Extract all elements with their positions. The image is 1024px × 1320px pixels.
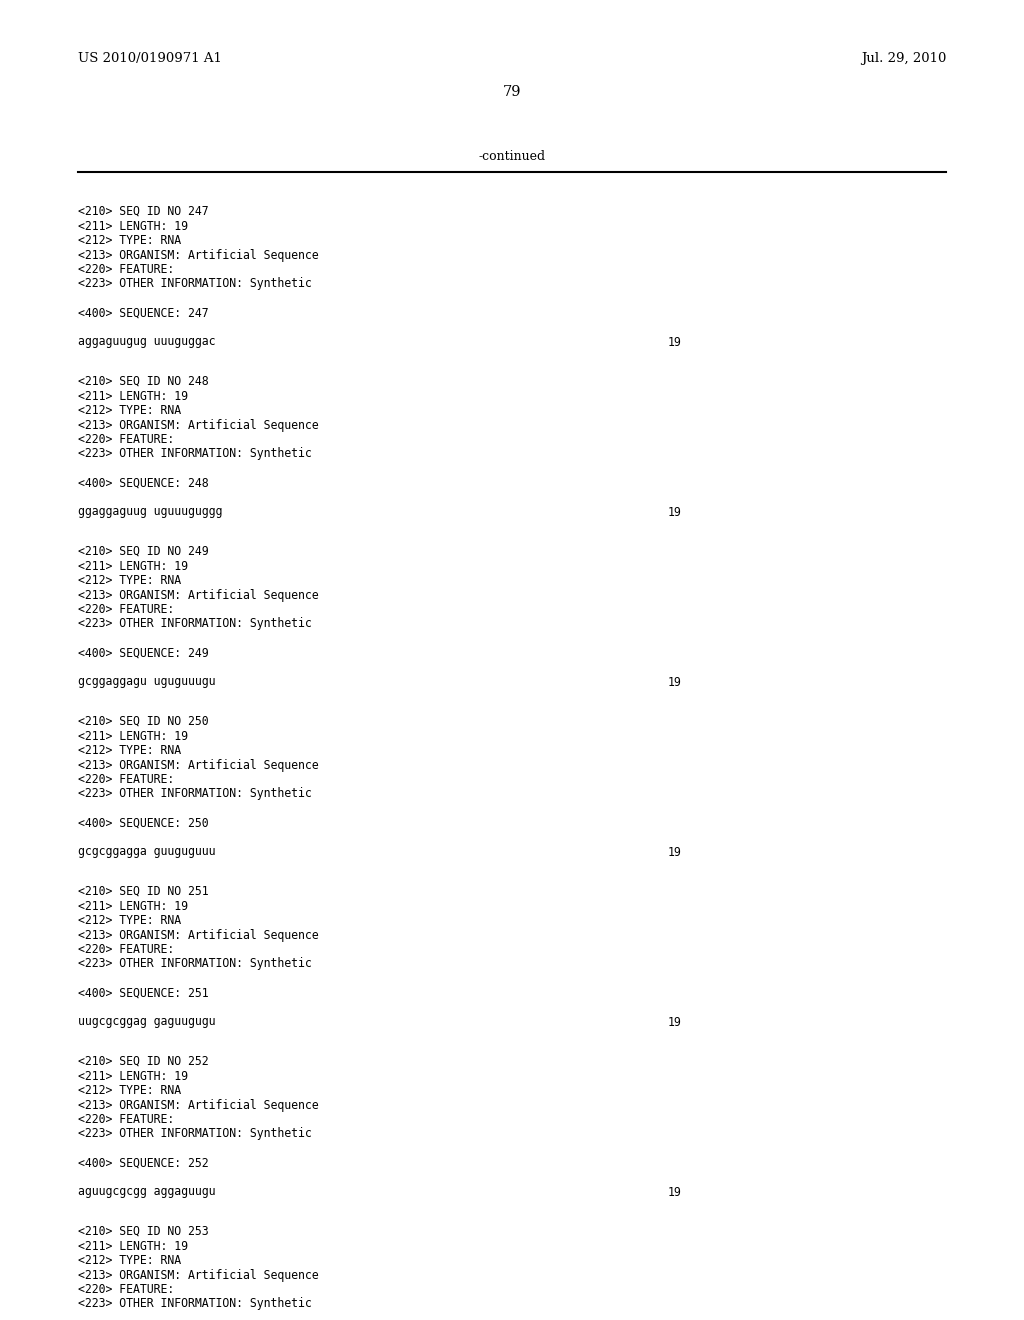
Text: <213> ORGANISM: Artificial Sequence: <213> ORGANISM: Artificial Sequence (78, 589, 318, 602)
Text: <211> LENGTH: 19: <211> LENGTH: 19 (78, 219, 188, 232)
Text: <400> SEQUENCE: 250: <400> SEQUENCE: 250 (78, 817, 209, 829)
Text: <223> OTHER INFORMATION: Synthetic: <223> OTHER INFORMATION: Synthetic (78, 618, 311, 631)
Text: ggaggaguug uguuuguggg: ggaggaguug uguuuguggg (78, 506, 222, 519)
Text: <210> SEQ ID NO 247: <210> SEQ ID NO 247 (78, 205, 209, 218)
Text: aguugcgcgg aggaguugu: aguugcgcgg aggaguugu (78, 1185, 215, 1199)
Text: 79: 79 (503, 84, 521, 99)
Text: 19: 19 (668, 676, 682, 689)
Text: <212> TYPE: RNA: <212> TYPE: RNA (78, 913, 181, 927)
Text: 19: 19 (668, 1185, 682, 1199)
Text: <211> LENGTH: 19: <211> LENGTH: 19 (78, 730, 188, 742)
Text: <400> SEQUENCE: 249: <400> SEQUENCE: 249 (78, 647, 209, 660)
Text: <213> ORGANISM: Artificial Sequence: <213> ORGANISM: Artificial Sequence (78, 928, 318, 941)
Text: <223> OTHER INFORMATION: Synthetic: <223> OTHER INFORMATION: Synthetic (78, 1127, 311, 1140)
Text: <223> OTHER INFORMATION: Synthetic: <223> OTHER INFORMATION: Synthetic (78, 1298, 311, 1311)
Text: <210> SEQ ID NO 250: <210> SEQ ID NO 250 (78, 715, 209, 729)
Text: <220> FEATURE:: <220> FEATURE: (78, 433, 174, 446)
Text: <213> ORGANISM: Artificial Sequence: <213> ORGANISM: Artificial Sequence (78, 759, 318, 771)
Text: <400> SEQUENCE: 247: <400> SEQUENCE: 247 (78, 306, 209, 319)
Text: <210> SEQ ID NO 253: <210> SEQ ID NO 253 (78, 1225, 209, 1238)
Text: <223> OTHER INFORMATION: Synthetic: <223> OTHER INFORMATION: Synthetic (78, 447, 311, 461)
Text: <400> SEQUENCE: 252: <400> SEQUENCE: 252 (78, 1156, 209, 1170)
Text: <213> ORGANISM: Artificial Sequence: <213> ORGANISM: Artificial Sequence (78, 1098, 318, 1111)
Text: -continued: -continued (478, 150, 546, 162)
Text: <212> TYPE: RNA: <212> TYPE: RNA (78, 574, 181, 587)
Text: <220> FEATURE:: <220> FEATURE: (78, 263, 174, 276)
Text: <213> ORGANISM: Artificial Sequence: <213> ORGANISM: Artificial Sequence (78, 248, 318, 261)
Text: 19: 19 (668, 506, 682, 519)
Text: Jul. 29, 2010: Jul. 29, 2010 (860, 51, 946, 65)
Text: <213> ORGANISM: Artificial Sequence: <213> ORGANISM: Artificial Sequence (78, 418, 318, 432)
Text: <220> FEATURE:: <220> FEATURE: (78, 1113, 174, 1126)
Text: <400> SEQUENCE: 248: <400> SEQUENCE: 248 (78, 477, 209, 490)
Text: <211> LENGTH: 19: <211> LENGTH: 19 (78, 1239, 188, 1253)
Text: <220> FEATURE:: <220> FEATURE: (78, 774, 174, 785)
Text: 19: 19 (668, 1015, 682, 1028)
Text: <212> TYPE: RNA: <212> TYPE: RNA (78, 1254, 181, 1267)
Text: gcggaggagu uguguuugu: gcggaggagu uguguuugu (78, 676, 215, 689)
Text: <212> TYPE: RNA: <212> TYPE: RNA (78, 404, 181, 417)
Text: <223> OTHER INFORMATION: Synthetic: <223> OTHER INFORMATION: Synthetic (78, 277, 311, 290)
Text: gcgcggagga guuguguuu: gcgcggagga guuguguuu (78, 846, 215, 858)
Text: <400> SEQUENCE: 251: <400> SEQUENCE: 251 (78, 986, 209, 999)
Text: 19: 19 (668, 846, 682, 858)
Text: <212> TYPE: RNA: <212> TYPE: RNA (78, 1084, 181, 1097)
Text: US 2010/0190971 A1: US 2010/0190971 A1 (78, 51, 222, 65)
Text: <211> LENGTH: 19: <211> LENGTH: 19 (78, 389, 188, 403)
Text: <212> TYPE: RNA: <212> TYPE: RNA (78, 744, 181, 756)
Text: aggaguugug uuuguggac: aggaguugug uuuguggac (78, 335, 215, 348)
Text: <210> SEQ ID NO 252: <210> SEQ ID NO 252 (78, 1055, 209, 1068)
Text: <220> FEATURE:: <220> FEATURE: (78, 1283, 174, 1296)
Text: <210> SEQ ID NO 248: <210> SEQ ID NO 248 (78, 375, 209, 388)
Text: uugcgcggag gaguugugu: uugcgcggag gaguugugu (78, 1015, 215, 1028)
Text: <211> LENGTH: 19: <211> LENGTH: 19 (78, 1069, 188, 1082)
Text: <210> SEQ ID NO 251: <210> SEQ ID NO 251 (78, 884, 209, 898)
Text: <211> LENGTH: 19: <211> LENGTH: 19 (78, 899, 188, 912)
Text: <212> TYPE: RNA: <212> TYPE: RNA (78, 234, 181, 247)
Text: 19: 19 (668, 335, 682, 348)
Text: <220> FEATURE:: <220> FEATURE: (78, 942, 174, 956)
Text: <210> SEQ ID NO 249: <210> SEQ ID NO 249 (78, 545, 209, 558)
Text: <223> OTHER INFORMATION: Synthetic: <223> OTHER INFORMATION: Synthetic (78, 957, 311, 970)
Text: <223> OTHER INFORMATION: Synthetic: <223> OTHER INFORMATION: Synthetic (78, 788, 311, 800)
Text: <220> FEATURE:: <220> FEATURE: (78, 603, 174, 616)
Text: <211> LENGTH: 19: <211> LENGTH: 19 (78, 560, 188, 573)
Text: <213> ORGANISM: Artificial Sequence: <213> ORGANISM: Artificial Sequence (78, 1269, 318, 1282)
